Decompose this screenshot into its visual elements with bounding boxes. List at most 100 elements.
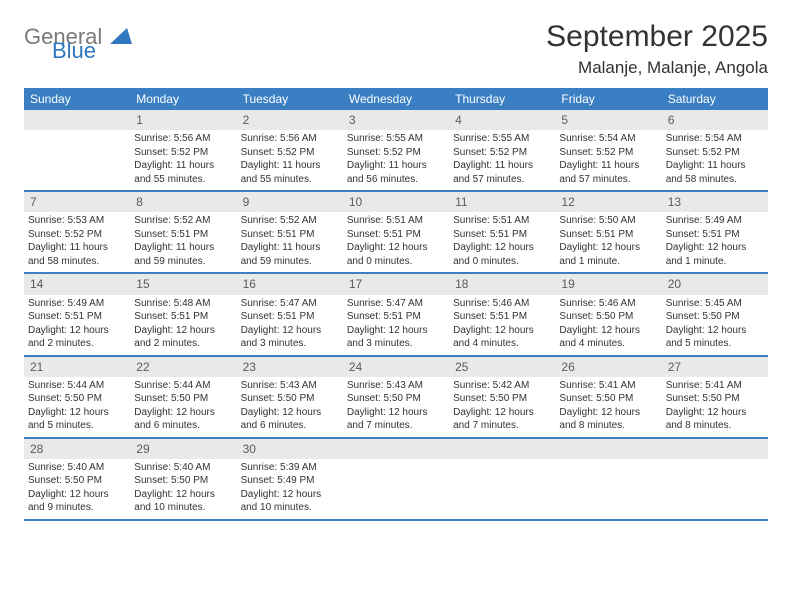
logo: General Blue: [24, 20, 132, 62]
day-number: 20: [662, 274, 768, 294]
calendar-day: 12Sunrise: 5:50 AMSunset: 5:51 PMDayligh…: [555, 192, 661, 272]
day-line-ss: Sunset: 5:49 PM: [241, 474, 339, 488]
day-number: 4: [449, 110, 555, 130]
day-line-dl2: and 5 minutes.: [666, 337, 764, 351]
day-number: [343, 439, 449, 459]
day-line-ss: Sunset: 5:52 PM: [559, 146, 657, 160]
calendar-day: 26Sunrise: 5:41 AMSunset: 5:50 PMDayligh…: [555, 357, 661, 437]
calendar-day: 10Sunrise: 5:51 AMSunset: 5:51 PMDayligh…: [343, 192, 449, 272]
day-line-sr: Sunrise: 5:52 AM: [241, 214, 339, 228]
day-details: Sunrise: 5:43 AMSunset: 5:50 PMDaylight:…: [343, 377, 449, 437]
day-line-sr: Sunrise: 5:39 AM: [241, 461, 339, 475]
day-line-dl2: and 59 minutes.: [134, 255, 232, 269]
day-line-dl2: and 10 minutes.: [241, 501, 339, 515]
day-details: Sunrise: 5:56 AMSunset: 5:52 PMDaylight:…: [237, 130, 343, 190]
day-details: Sunrise: 5:39 AMSunset: 5:49 PMDaylight:…: [237, 459, 343, 519]
day-line-dl1: Daylight: 11 hours: [241, 241, 339, 255]
calendar-day: 3Sunrise: 5:55 AMSunset: 5:52 PMDaylight…: [343, 110, 449, 190]
day-line-dl2: and 7 minutes.: [453, 419, 551, 433]
day-line-ss: Sunset: 5:52 PM: [453, 146, 551, 160]
calendar-day: 14Sunrise: 5:49 AMSunset: 5:51 PMDayligh…: [24, 274, 130, 354]
day-line-dl2: and 8 minutes.: [559, 419, 657, 433]
day-line-dl1: Daylight: 11 hours: [134, 241, 232, 255]
day-line-dl1: Daylight: 11 hours: [28, 241, 126, 255]
calendar-day: [555, 439, 661, 519]
day-line-dl2: and 59 minutes.: [241, 255, 339, 269]
day-line-dl2: and 6 minutes.: [134, 419, 232, 433]
calendar-day: 18Sunrise: 5:46 AMSunset: 5:51 PMDayligh…: [449, 274, 555, 354]
day-line-dl1: Daylight: 12 hours: [241, 488, 339, 502]
weekday-header-row: Sunday Monday Tuesday Wednesday Thursday…: [24, 88, 768, 110]
calendar-day: 15Sunrise: 5:48 AMSunset: 5:51 PMDayligh…: [130, 274, 236, 354]
day-number: 26: [555, 357, 661, 377]
day-line-dl2: and 58 minutes.: [666, 173, 764, 187]
calendar-day: 30Sunrise: 5:39 AMSunset: 5:49 PMDayligh…: [237, 439, 343, 519]
day-number: 21: [24, 357, 130, 377]
day-line-dl2: and 7 minutes.: [347, 419, 445, 433]
calendar-day: 2Sunrise: 5:56 AMSunset: 5:52 PMDaylight…: [237, 110, 343, 190]
header: General Blue September 2025 Malanje, Mal…: [24, 20, 768, 78]
day-line-dl2: and 0 minutes.: [347, 255, 445, 269]
calendar-day: [662, 439, 768, 519]
day-number: 18: [449, 274, 555, 294]
day-line-sr: Sunrise: 5:43 AM: [347, 379, 445, 393]
day-line-sr: Sunrise: 5:48 AM: [134, 297, 232, 311]
day-line-sr: Sunrise: 5:49 AM: [666, 214, 764, 228]
day-line-dl1: Daylight: 12 hours: [134, 324, 232, 338]
day-line-dl1: Daylight: 11 hours: [347, 159, 445, 173]
day-number: [449, 439, 555, 459]
day-line-dl1: Daylight: 11 hours: [241, 159, 339, 173]
day-line-ss: Sunset: 5:51 PM: [666, 228, 764, 242]
day-line-ss: Sunset: 5:50 PM: [134, 392, 232, 406]
day-number: 6: [662, 110, 768, 130]
day-line-ss: Sunset: 5:52 PM: [241, 146, 339, 160]
day-line-ss: Sunset: 5:50 PM: [347, 392, 445, 406]
day-line-dl2: and 2 minutes.: [28, 337, 126, 351]
day-number: [24, 110, 130, 130]
day-line-sr: Sunrise: 5:52 AM: [134, 214, 232, 228]
day-line-sr: Sunrise: 5:51 AM: [347, 214, 445, 228]
calendar-day: 25Sunrise: 5:42 AMSunset: 5:50 PMDayligh…: [449, 357, 555, 437]
calendar-day: 21Sunrise: 5:44 AMSunset: 5:50 PMDayligh…: [24, 357, 130, 437]
day-line-dl2: and 1 minute.: [559, 255, 657, 269]
calendar-day: 16Sunrise: 5:47 AMSunset: 5:51 PMDayligh…: [237, 274, 343, 354]
day-line-sr: Sunrise: 5:41 AM: [666, 379, 764, 393]
day-details: Sunrise: 5:54 AMSunset: 5:52 PMDaylight:…: [555, 130, 661, 190]
day-line-dl1: Daylight: 11 hours: [666, 159, 764, 173]
day-line-dl2: and 57 minutes.: [559, 173, 657, 187]
day-number: 16: [237, 274, 343, 294]
day-line-ss: Sunset: 5:51 PM: [453, 228, 551, 242]
day-line-sr: Sunrise: 5:50 AM: [559, 214, 657, 228]
day-details: Sunrise: 5:52 AMSunset: 5:51 PMDaylight:…: [130, 212, 236, 272]
day-number: 1: [130, 110, 236, 130]
day-line-ss: Sunset: 5:51 PM: [241, 228, 339, 242]
day-details: Sunrise: 5:55 AMSunset: 5:52 PMDaylight:…: [449, 130, 555, 190]
day-line-dl1: Daylight: 12 hours: [666, 324, 764, 338]
day-line-ss: Sunset: 5:52 PM: [134, 146, 232, 160]
day-line-ss: Sunset: 5:50 PM: [28, 392, 126, 406]
day-line-sr: Sunrise: 5:54 AM: [666, 132, 764, 146]
day-line-dl2: and 3 minutes.: [241, 337, 339, 351]
day-details: Sunrise: 5:51 AMSunset: 5:51 PMDaylight:…: [449, 212, 555, 272]
day-number: 10: [343, 192, 449, 212]
day-line-ss: Sunset: 5:51 PM: [134, 228, 232, 242]
calendar-day: 23Sunrise: 5:43 AMSunset: 5:50 PMDayligh…: [237, 357, 343, 437]
calendar-document: General Blue September 2025 Malanje, Mal…: [0, 0, 792, 541]
day-line-dl2: and 4 minutes.: [559, 337, 657, 351]
day-details: Sunrise: 5:56 AMSunset: 5:52 PMDaylight:…: [130, 130, 236, 190]
day-line-ss: Sunset: 5:50 PM: [453, 392, 551, 406]
day-line-dl1: Daylight: 12 hours: [28, 406, 126, 420]
calendar-day: [343, 439, 449, 519]
day-line-dl1: Daylight: 12 hours: [559, 406, 657, 420]
day-details: Sunrise: 5:50 AMSunset: 5:51 PMDaylight:…: [555, 212, 661, 272]
calendar-day: 20Sunrise: 5:45 AMSunset: 5:50 PMDayligh…: [662, 274, 768, 354]
logo-blue: Blue: [52, 40, 132, 62]
day-line-dl2: and 2 minutes.: [134, 337, 232, 351]
day-line-sr: Sunrise: 5:46 AM: [453, 297, 551, 311]
title-block: September 2025 Malanje, Malanje, Angola: [546, 20, 768, 78]
day-number: 29: [130, 439, 236, 459]
day-line-dl2: and 55 minutes.: [134, 173, 232, 187]
calendar-day: 4Sunrise: 5:55 AMSunset: 5:52 PMDaylight…: [449, 110, 555, 190]
calendar-week: 14Sunrise: 5:49 AMSunset: 5:51 PMDayligh…: [24, 274, 768, 356]
day-line-ss: Sunset: 5:50 PM: [666, 310, 764, 324]
